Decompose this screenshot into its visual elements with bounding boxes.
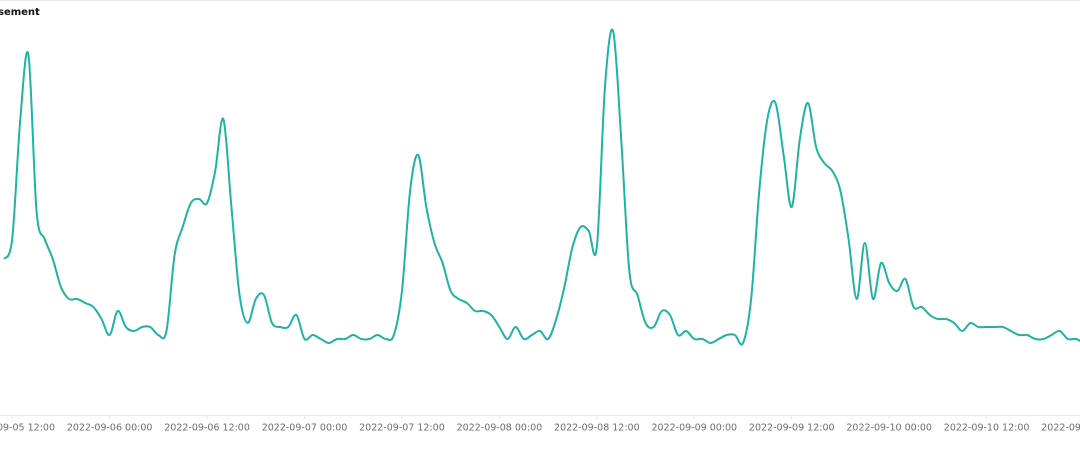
x-tick-label: 2022-09-08 00:00 [457, 423, 543, 434]
series-line [3, 28, 1080, 346]
x-tick-label: 2022-09-07 12:00 [359, 423, 445, 434]
x-tick-label: 2022-09-06 12:00 [164, 423, 250, 434]
x-tick-label: 2022-09-06 00:00 [67, 423, 153, 434]
x-tick-label: 2022-09-11 00:00 [1041, 423, 1080, 434]
x-tick-label: 2022-09-10 00:00 [846, 423, 932, 434]
x-tick-label: 2022-09-05 12:00 [0, 423, 55, 434]
chart-title: sement [0, 7, 40, 18]
x-tick-label: 2022-09-07 00:00 [262, 423, 348, 434]
x-tick-label: 2022-09-09 12:00 [749, 423, 835, 434]
x-tick-label: 2022-09-08 12:00 [554, 423, 640, 434]
x-tick-label: 2022-09-09 00:00 [651, 423, 737, 434]
x-tick-label: 2022-09-10 12:00 [944, 423, 1030, 434]
